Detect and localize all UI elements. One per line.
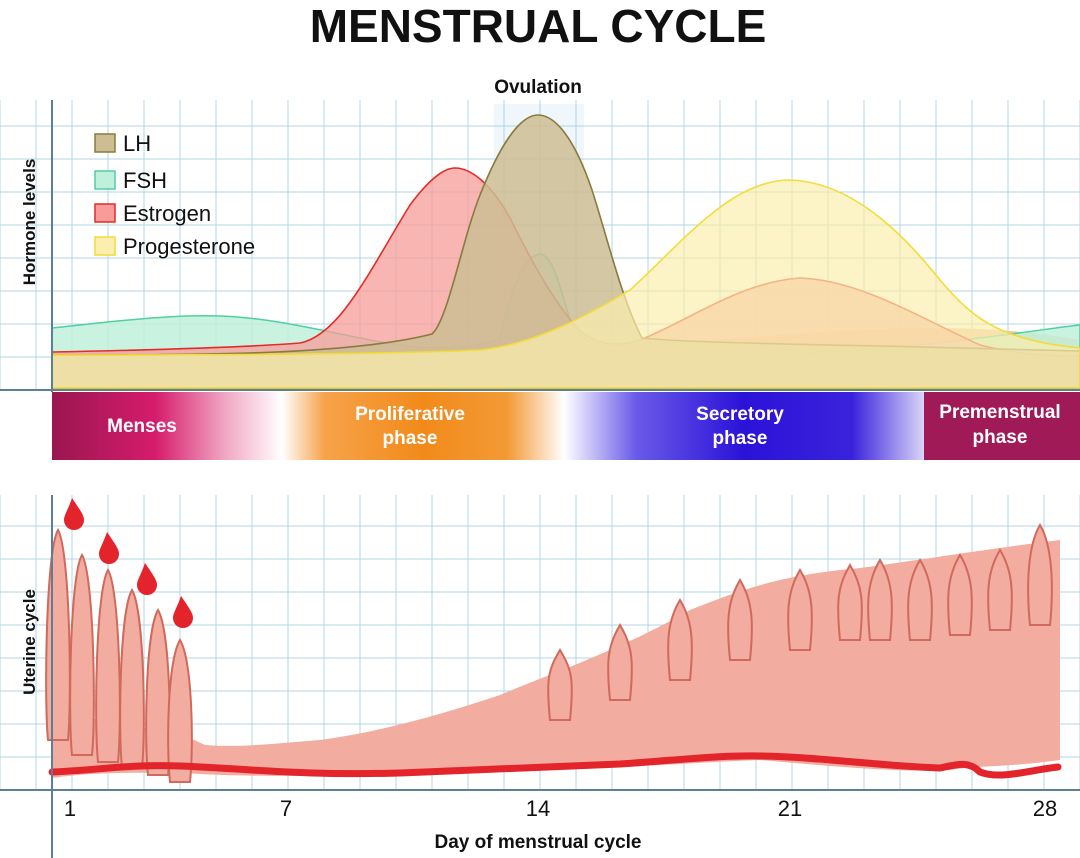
phase-menses [52, 392, 282, 460]
phase-label-menses: Menses [107, 416, 177, 437]
legend-swatch-progesterone [94, 236, 116, 256]
legend-item-estrogen: Estrogen [94, 201, 211, 226]
uterine-axis-label: Uterine cycle [20, 589, 39, 695]
endometrial-fold [727, 578, 753, 661]
endometrial-fold [167, 638, 193, 783]
endometrial-fold [837, 563, 863, 641]
phase-label-premenstrual-2: phase [973, 427, 1028, 448]
phase-label-secretory-2: phase [713, 428, 768, 449]
endometrial-fold [867, 558, 893, 641]
x-tick-14: 14 [526, 796, 550, 821]
phase-label-proliferative: Proliferative [355, 404, 465, 425]
x-axis-label: Day of menstrual cycle [435, 832, 642, 853]
blood-drop-icon [173, 596, 193, 628]
blood-drop-icon [137, 563, 157, 595]
endometrial-fold [119, 588, 145, 769]
legend-label-progesterone: Progesterone [123, 234, 255, 259]
endometrial-fold [787, 568, 813, 651]
endometrial-fold [987, 548, 1013, 631]
endometrial-fold [1027, 523, 1053, 626]
endometrial-fold [547, 648, 573, 721]
blood-drop-icon [64, 498, 84, 530]
phase-proliferative [282, 392, 564, 460]
legend-swatch-lh [94, 133, 116, 153]
legend: LH FSH Estrogen Progesterone [94, 131, 255, 259]
x-tick-28: 28 [1033, 796, 1057, 821]
legend-item-fsh: FSH [94, 168, 167, 193]
progesterone-curve [51, 179, 1080, 389]
ovulation-label: Ovulation [494, 77, 582, 98]
legend-swatch-estrogen [94, 203, 116, 223]
phase-premenstrual [924, 392, 1080, 460]
blood-drops [64, 498, 193, 628]
phase-bar: Menses Proliferative phase Secretory pha… [52, 392, 1080, 460]
legend-label-estrogen: Estrogen [123, 201, 211, 226]
blood-vessels [48, 752, 1062, 779]
phase-label-secretory: Secretory [696, 404, 784, 425]
x-tick-1: 1 [64, 796, 76, 821]
legend-item-lh: LH [94, 131, 151, 156]
legend-swatch-fsh [94, 170, 116, 190]
phase-label-proliferative-2: phase [383, 428, 438, 449]
endometrial-fold [907, 558, 933, 641]
basal-blood-vessel [48, 752, 1062, 779]
endometrial-glands [45, 523, 1053, 783]
hormone-curves [51, 114, 1080, 389]
x-tick-labels: 1 7 14 21 28 [64, 796, 1057, 821]
page-title: MENSTRUAL CYCLE [310, 0, 767, 52]
endometrial-fold [95, 568, 121, 763]
endometrial-fold [69, 553, 95, 756]
phase-label-premenstrual: Premenstrual [939, 402, 1060, 423]
blood-drop-icon [99, 532, 119, 564]
hormone-axis-label: Hormone levels [20, 159, 39, 286]
x-tick-7: 7 [280, 796, 292, 821]
legend-item-progesterone: Progesterone [94, 234, 255, 259]
endometrial-fold [607, 623, 633, 701]
x-tick-21: 21 [778, 796, 802, 821]
legend-label-fsh: FSH [123, 168, 167, 193]
endometrial-fold [667, 598, 693, 681]
endometrial-fold [947, 553, 973, 636]
phase-secretory [564, 392, 924, 460]
endometrial-fold [145, 608, 171, 776]
uterine-tissue [45, 498, 1062, 783]
endometrial-fold [45, 528, 71, 741]
legend-label-lh: LH [123, 131, 151, 156]
